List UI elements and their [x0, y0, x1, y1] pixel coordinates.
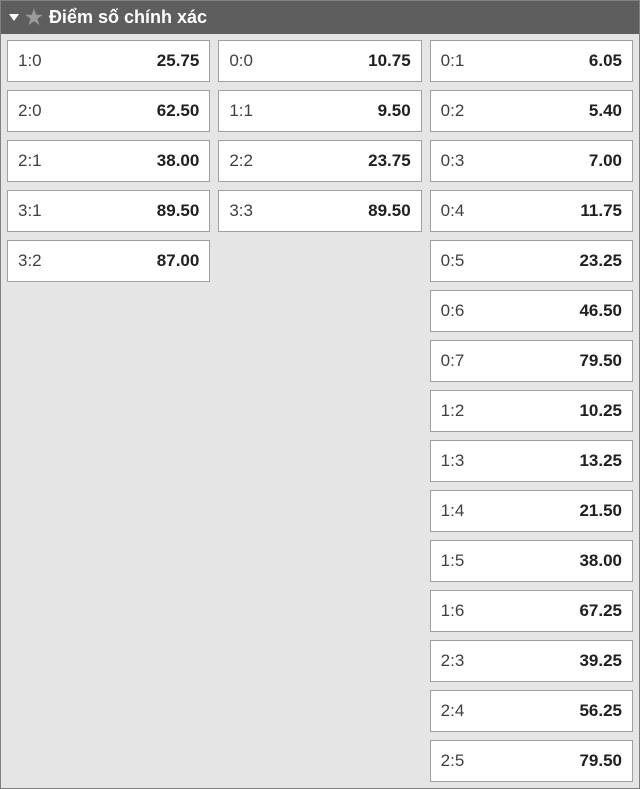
score-label: 2:2	[229, 151, 253, 171]
score-label: 0:7	[441, 351, 465, 371]
odds-cell[interactable]: 0:4 11.75	[430, 190, 633, 232]
odds-value: 56.25	[579, 701, 622, 721]
chevron-down-icon	[9, 14, 19, 21]
odds-cell[interactable]: 0:2 5.40	[430, 90, 633, 132]
score-label: 1:4	[441, 501, 465, 521]
odds-value: 23.25	[579, 251, 622, 271]
score-label: 2:0	[18, 101, 42, 121]
column-draw: 0:0 10.75 1:1 9.50 2:2 23.75 3:3 89.50	[218, 40, 421, 782]
score-label: 1:2	[441, 401, 465, 421]
odds-value: 13.25	[579, 451, 622, 471]
odds-value: 87.00	[157, 251, 200, 271]
odds-cell[interactable]: 0:3 7.00	[430, 140, 633, 182]
odds-value: 7.00	[589, 151, 622, 171]
score-label: 1:1	[229, 101, 253, 121]
odds-value: 21.50	[579, 501, 622, 521]
odds-value: 25.75	[157, 51, 200, 71]
odds-value: 38.00	[157, 151, 200, 171]
odds-value: 89.50	[157, 201, 200, 221]
score-label: 2:1	[18, 151, 42, 171]
score-label: 0:2	[441, 101, 465, 121]
odds-value: 10.25	[579, 401, 622, 421]
score-label: 0:0	[229, 51, 253, 71]
score-label: 0:1	[441, 51, 465, 71]
odds-cell[interactable]: 2:5 79.50	[430, 740, 633, 782]
score-label: 0:6	[441, 301, 465, 321]
odds-value: 11.75	[580, 201, 622, 221]
odds-value: 67.25	[579, 601, 622, 621]
odds-cell[interactable]: 3:1 89.50	[7, 190, 210, 232]
odds-value: 62.50	[157, 101, 200, 121]
odds-value: 89.50	[368, 201, 411, 221]
odds-cell[interactable]: 2:1 38.00	[7, 140, 210, 182]
score-label: 1:3	[441, 451, 465, 471]
odds-cell[interactable]: 2:0 62.50	[7, 90, 210, 132]
odds-cell[interactable]: 0:6 46.50	[430, 290, 633, 332]
odds-cell[interactable]: 0:7 79.50	[430, 340, 633, 382]
odds-value: 10.75	[368, 51, 411, 71]
odds-cell[interactable]: 2:4 56.25	[430, 690, 633, 732]
odds-value: 23.75	[368, 151, 411, 171]
odds-value: 46.50	[579, 301, 622, 321]
odds-cell[interactable]: 0:0 10.75	[218, 40, 421, 82]
odds-cell[interactable]: 3:3 89.50	[218, 190, 421, 232]
score-label: 0:3	[441, 151, 465, 171]
odds-value: 38.00	[579, 551, 622, 571]
odds-cell[interactable]: 3:2 87.00	[7, 240, 210, 282]
score-label: 1:5	[441, 551, 465, 571]
score-label: 1:0	[18, 51, 42, 71]
odds-value: 79.50	[579, 751, 622, 771]
star-icon[interactable]: ★	[25, 8, 43, 28]
score-label: 1:6	[441, 601, 465, 621]
odds-cell[interactable]: 1:4 21.50	[430, 490, 633, 532]
column-home-win: 1:0 25.75 2:0 62.50 2:1 38.00 3:1 89.50 3:2 87.00	[7, 40, 210, 782]
column-away-win: 0:1 6.05 0:2 5.40 0:3 7.00 0:4 11.75 0:5 23.25 0:6…	[430, 40, 633, 782]
odds-value: 5.40	[589, 101, 622, 121]
odds-cell[interactable]: 2:3 39.25	[430, 640, 633, 682]
odds-cell[interactable]: 1:3 13.25	[430, 440, 633, 482]
panel-title: Điểm số chính xác	[49, 7, 207, 28]
odds-cell[interactable]: 1:0 25.75	[7, 40, 210, 82]
odds-cell[interactable]: 0:5 23.25	[430, 240, 633, 282]
odds-cell[interactable]: 1:2 10.25	[430, 390, 633, 432]
odds-cell[interactable]: 0:1 6.05	[430, 40, 633, 82]
score-label: 3:2	[18, 251, 42, 271]
odds-cell[interactable]: 2:2 23.75	[218, 140, 421, 182]
score-label: 2:5	[441, 751, 465, 771]
odds-value: 79.50	[579, 351, 622, 371]
score-label: 0:5	[441, 251, 465, 271]
odds-value: 6.05	[589, 51, 622, 71]
odds-value: 39.25	[579, 651, 622, 671]
score-label: 3:1	[18, 201, 42, 221]
correct-score-panel: ★ Điểm số chính xác 1:0 25.75 2:0 62.50 2:1 3…	[0, 0, 640, 789]
panel-header[interactable]: ★ Điểm số chính xác	[1, 1, 639, 34]
score-label: 3:3	[229, 201, 253, 221]
score-label: 2:4	[441, 701, 465, 721]
score-label: 2:3	[441, 651, 465, 671]
odds-grid: 1:0 25.75 2:0 62.50 2:1 38.00 3:1 89.50 3:2 87.00…	[1, 34, 639, 788]
odds-value: 9.50	[378, 101, 411, 121]
odds-cell[interactable]: 1:5 38.00	[430, 540, 633, 582]
odds-cell[interactable]: 1:6 67.25	[430, 590, 633, 632]
odds-cell[interactable]: 1:1 9.50	[218, 90, 421, 132]
score-label: 0:4	[441, 201, 465, 221]
